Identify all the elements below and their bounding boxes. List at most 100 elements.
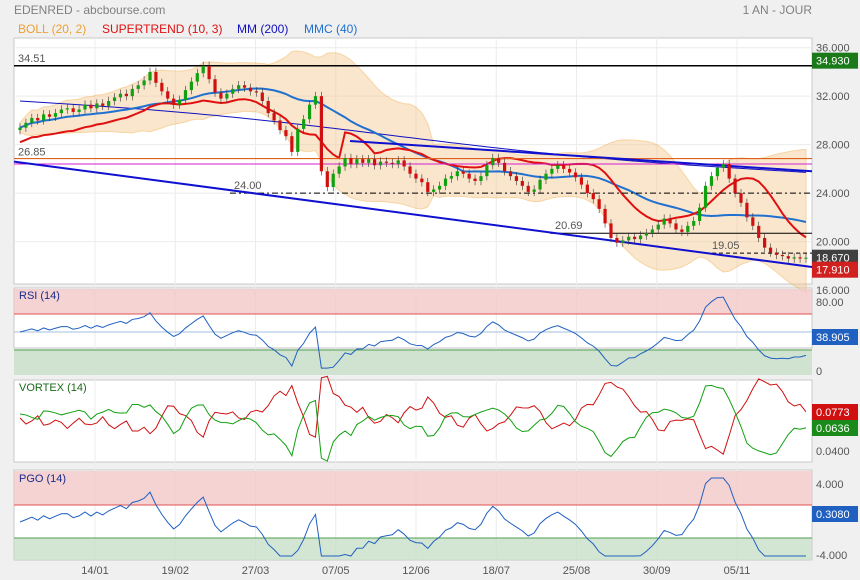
price-badge [812, 249, 858, 266]
candle-body [260, 92, 264, 102]
candle-body [225, 93, 229, 99]
x-tick-label: 12/06 [402, 565, 430, 577]
candle-body [467, 173, 471, 179]
candle-body [355, 159, 359, 165]
candle-body [213, 79, 217, 93]
candle-body [526, 185, 530, 192]
candle-body [408, 166, 412, 174]
candle-body [42, 114, 46, 121]
candle-body [242, 85, 247, 88]
trendline-lower [13, 160, 813, 269]
candle-body [715, 167, 719, 177]
candle-body [798, 257, 802, 259]
candle-body [556, 165, 560, 169]
chart-title: EDENRED - abcbourse.com [14, 3, 166, 17]
candle-body [662, 218, 666, 225]
candle-body [343, 157, 347, 167]
candle-body [497, 157, 501, 163]
x-tick-label: 18/07 [482, 565, 510, 577]
candle-body [514, 176, 519, 181]
candle-body [172, 98, 176, 105]
candle-body [461, 171, 465, 174]
candle-body [591, 193, 595, 200]
y-tick-label: 32.000 [816, 91, 850, 103]
legend-boll: BOLL (20, 2) [18, 22, 87, 36]
candle-body [692, 220, 696, 226]
candle-body [455, 171, 459, 177]
candle-body [101, 103, 105, 106]
candle-body [698, 207, 702, 221]
candle-body [745, 202, 749, 218]
pgo-tick: -4.000 [816, 550, 847, 562]
candle-body [763, 237, 767, 248]
y-tick-label: 36.000 [816, 43, 850, 55]
candle-body [142, 80, 146, 86]
candle-body [396, 160, 400, 165]
candle-body [627, 236, 631, 241]
candle-body [804, 257, 808, 259]
x-tick-label: 19/02 [161, 565, 189, 577]
candle-body [154, 71, 158, 83]
candle-body [378, 161, 383, 166]
candle-body [538, 179, 542, 190]
candle-body [674, 223, 678, 230]
candle-body [112, 97, 117, 102]
vortex-tick: 0.0400 [816, 446, 850, 458]
candle-body [568, 168, 572, 173]
candle-body [296, 128, 300, 152]
rsi-overbought-zone [14, 289, 812, 314]
candle-body [71, 108, 75, 112]
vortex-badge-green [812, 420, 858, 436]
candle-body [420, 178, 424, 183]
candle-body [390, 162, 394, 165]
candle-body [491, 157, 495, 166]
candle-body [290, 136, 294, 152]
price-panel [13, 37, 813, 285]
candle-body [508, 171, 513, 177]
candle-body [703, 185, 708, 208]
candle-body [201, 65, 205, 74]
candle-body [503, 162, 507, 172]
annotation-2685: 26.85 [18, 147, 46, 159]
chart-period: 1 AN - JOUR [742, 3, 812, 17]
pgo-lower-zone [14, 538, 812, 560]
candle-body [325, 171, 329, 188]
candle-body [337, 166, 341, 174]
candle-body [727, 164, 731, 179]
candle-body [485, 165, 489, 177]
candle-body [615, 237, 619, 243]
rsi-badge [812, 329, 858, 345]
candle-body [313, 96, 318, 105]
supertrend-line [19, 98, 807, 239]
candle-body [177, 99, 182, 105]
vortex-panel [13, 379, 813, 463]
price-badge [812, 52, 858, 69]
legend-mmc: MMC (40) [304, 22, 358, 36]
candle-body [721, 164, 725, 168]
rsi-tick: 0 [816, 366, 822, 378]
pgo-label: PGO (14) [19, 473, 67, 485]
candle-body [319, 96, 323, 172]
candle-body [231, 88, 235, 94]
price-badge [812, 261, 858, 278]
candle-body [278, 120, 282, 131]
candle-body [189, 81, 193, 91]
candle-body [160, 82, 164, 92]
pgo-badge [812, 506, 858, 522]
candle-body [254, 91, 258, 93]
candle-body [414, 173, 418, 179]
candle-body [195, 73, 199, 82]
candle-body [739, 193, 743, 203]
candle-body [686, 225, 690, 232]
candle-body [544, 173, 548, 180]
pgo-line [19, 477, 806, 557]
candle-body [650, 229, 654, 234]
x-tick-label: 07/05 [322, 565, 350, 577]
vortex-badge-red-label: 0.0773 [816, 407, 850, 419]
candle-body [266, 101, 270, 114]
price-badge-label: 17.910 [816, 265, 850, 277]
candle-body [426, 182, 430, 192]
candle-body [792, 257, 796, 259]
candle-body [733, 178, 737, 194]
